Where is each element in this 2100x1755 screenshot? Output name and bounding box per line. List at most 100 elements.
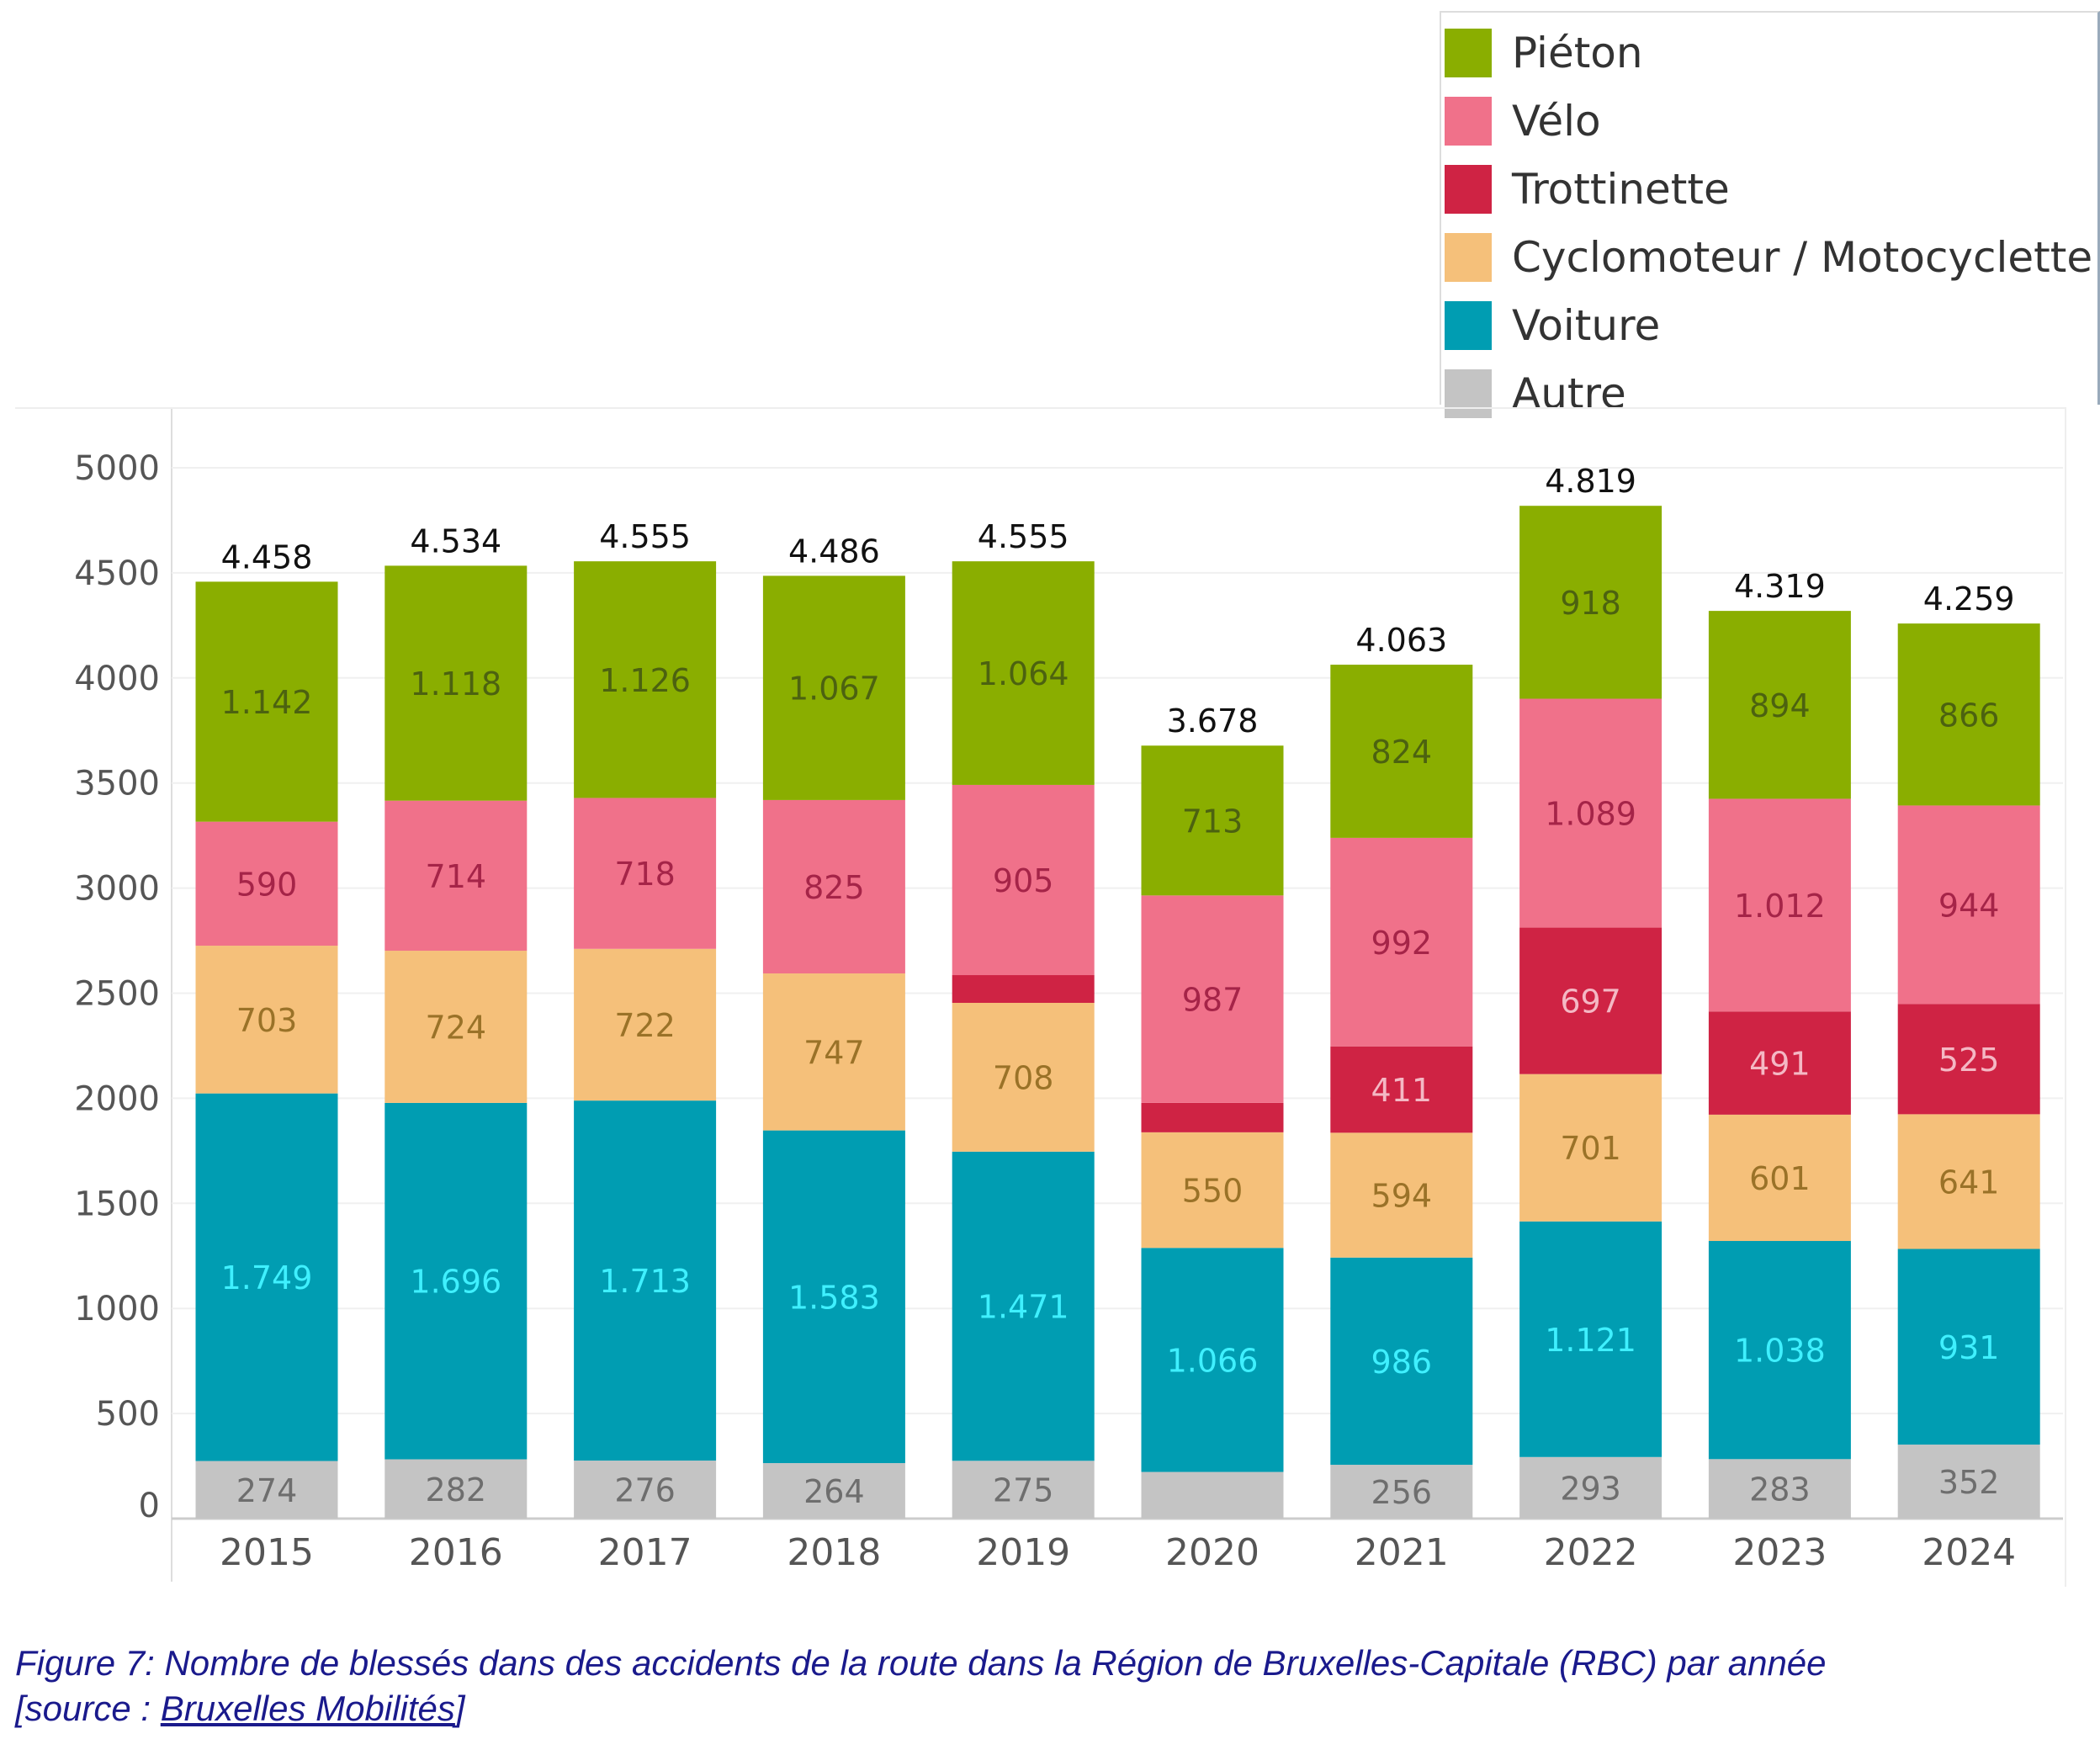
caption-source-prefix: [source :: [15, 1689, 161, 1728]
data-label: 641: [1938, 1164, 2000, 1201]
data-label: 944: [1938, 887, 2000, 924]
bar-segment-trottinette: [1708, 1011, 1851, 1115]
bar-segment-autre: [952, 1461, 1095, 1519]
bar-segment-autre: [762, 1463, 905, 1519]
total-label: 4.534: [410, 522, 501, 559]
data-label: 708: [993, 1059, 1054, 1096]
data-label: 275: [993, 1472, 1054, 1509]
data-label: 825: [803, 869, 865, 906]
source-link[interactable]: Bruxelles Mobilités: [160, 1689, 455, 1728]
bar-segment-voiture: [1897, 1249, 2040, 1445]
legend-swatch: [1445, 165, 1492, 214]
bar-segment-v-lo: [1897, 805, 2040, 1005]
bar-segment-pi-ton: [1141, 745, 1284, 896]
legend-swatch: [1445, 369, 1492, 418]
legend-label: Voiture: [1512, 301, 1661, 350]
bar-segment-v-lo: [1141, 895, 1284, 1103]
data-label: 987: [1182, 982, 1244, 1019]
bar-segment-voiture: [574, 1100, 717, 1461]
total-label: 3.678: [1167, 703, 1259, 740]
data-label: 931: [1938, 1329, 2000, 1366]
caption-source-suffix: ]: [454, 1689, 465, 1728]
bar-segment-trottinette: [1897, 1004, 2040, 1115]
total-label: 4.063: [1355, 622, 1447, 659]
data-label: 590: [236, 866, 298, 903]
bar-segment-cyclomoteur-motocyclette: [1708, 1114, 1851, 1242]
x-tick-label: 2024: [1922, 1531, 2016, 1574]
data-label: 1.067: [788, 671, 880, 708]
data-label: 747: [803, 1034, 865, 1071]
total-label: 4.555: [978, 518, 1069, 555]
legend-item: Piéton: [1445, 26, 1643, 80]
data-label: 722: [614, 1007, 676, 1044]
total-label: 4.458: [221, 538, 313, 575]
legend-label: Piéton: [1512, 29, 1643, 77]
total-label: 4.486: [788, 533, 880, 570]
data-label: 713: [1182, 803, 1244, 840]
bar-segment-autre: [1519, 1456, 1662, 1519]
bar-segment-cyclomoteur-motocyclette: [1141, 1132, 1284, 1249]
y-tick-label: 1000: [74, 1290, 160, 1328]
legend-swatch: [1445, 233, 1492, 282]
bar-segment-trottinette: [1330, 1046, 1473, 1133]
bar-segment-cyclomoteur-motocyclette: [195, 946, 338, 1094]
data-label: 1.142: [221, 684, 313, 721]
bar-segment-pi-ton: [952, 561, 1095, 785]
data-label: 256: [1371, 1474, 1433, 1511]
x-tick-label: 2021: [1355, 1531, 1449, 1574]
x-tick-label: 2020: [1165, 1531, 1259, 1574]
data-label: 1.064: [978, 655, 1069, 692]
data-label: 718: [614, 856, 676, 893]
data-label: 411: [1371, 1072, 1433, 1109]
total-label: 4.819: [1545, 463, 1636, 500]
data-label: 866: [1938, 697, 2000, 734]
data-label: 714: [426, 858, 487, 895]
bar-segment-v-lo: [195, 821, 338, 946]
data-label: 697: [1560, 984, 1621, 1021]
y-tick-label: 2500: [74, 975, 160, 1014]
caption-text: Figure 7: Nombre de blessés dans des acc…: [15, 1643, 1827, 1683]
data-label: 1.089: [1545, 796, 1636, 833]
data-label: 1.126: [599, 662, 691, 699]
bar-segment-v-lo: [952, 784, 1095, 976]
x-tick-label: 2022: [1544, 1531, 1638, 1574]
bar-segment-trottinette: [1519, 927, 1662, 1074]
data-label: 525: [1938, 1042, 2000, 1079]
legend-label: Vélo: [1512, 97, 1601, 146]
bar-segment-cyclomoteur-motocyclette: [574, 948, 717, 1101]
data-label: 1.118: [410, 665, 501, 703]
y-tick-label: 2000: [74, 1079, 160, 1118]
bar-segment-pi-ton: [384, 565, 528, 801]
data-label: 293: [1560, 1470, 1621, 1507]
x-tick-label: 2023: [1732, 1531, 1827, 1574]
y-tick-label: 3500: [74, 765, 160, 803]
bar-segment-voiture: [1141, 1248, 1284, 1472]
bar-segment-v-lo: [1708, 798, 1851, 1012]
data-label: 701: [1560, 1130, 1621, 1167]
data-label: 594: [1371, 1178, 1433, 1215]
data-label: 283: [1749, 1471, 1811, 1508]
data-label: 1.121: [1545, 1322, 1636, 1359]
data-label: 1.471: [978, 1289, 1069, 1326]
legend-label: Cyclomoteur / Motocyclette: [1512, 233, 2093, 282]
legend-swatch: [1445, 301, 1492, 350]
data-label: 274: [236, 1472, 298, 1509]
y-tick-label: 4500: [74, 554, 160, 593]
bar-segment-voiture: [1708, 1241, 1851, 1460]
bar-segment-v-lo: [574, 798, 717, 949]
bar-segment-autre: [1897, 1445, 2040, 1519]
stacked-bar-chart: 0 500 1000 1500 2000 2500 3000 3500 4000 4500 5000…: [74, 409, 2063, 1582]
x-tick-label: 2018: [787, 1531, 881, 1574]
data-label: 601: [1749, 1160, 1811, 1197]
y-tick-label: 3000: [74, 870, 160, 909]
bar-segment-pi-ton: [1330, 665, 1473, 838]
bar-segment-pi-ton: [195, 581, 338, 822]
bar-segment-voiture: [762, 1130, 905, 1464]
bar-segment-v-lo: [762, 799, 905, 974]
data-label: 824: [1371, 734, 1433, 771]
data-label: 894: [1749, 687, 1811, 724]
bar-segment-trottinette: [952, 975, 1095, 1003]
bar-segment-pi-ton: [1897, 623, 2040, 806]
bar-segment-cyclomoteur-motocyclette: [384, 951, 528, 1103]
